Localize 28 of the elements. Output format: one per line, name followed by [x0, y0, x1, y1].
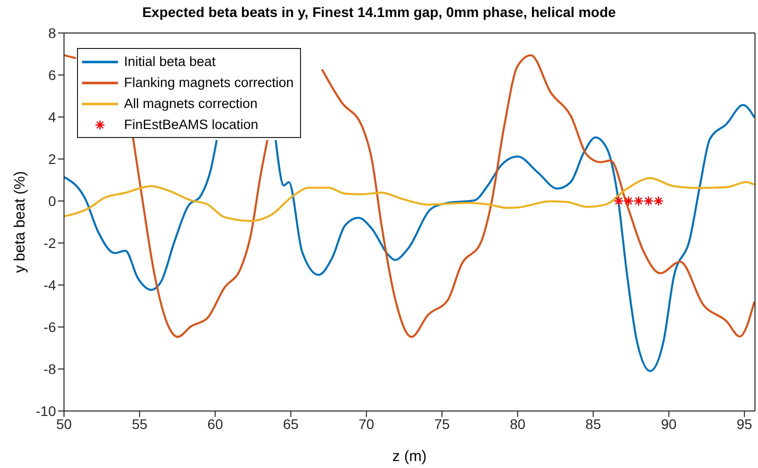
y-tick-label: -4 [44, 276, 56, 293]
y-tick-label: 0 [48, 192, 56, 209]
y-tick-label: 2 [48, 150, 56, 167]
x-tick-label: 85 [585, 416, 602, 432]
y-tick-label: -6 [44, 318, 56, 335]
legend-label: Flanking magnets correction [124, 75, 294, 90]
y-tick-label: -8 [44, 360, 56, 377]
legend-label: All magnets correction [124, 96, 258, 111]
y-axis-title: y beta beat (%) [12, 171, 28, 273]
y-tick-label: -10 [36, 402, 56, 419]
x-axis-title: z (m) [391, 448, 428, 465]
y-tick-label: 6 [48, 66, 56, 83]
y-tick-label: 4 [48, 108, 56, 125]
legend-label: FinEstBeAMS location [124, 117, 258, 132]
x-tick-label: 65 [283, 416, 299, 432]
x-tick-label: 55 [132, 416, 148, 432]
x-tick-label: 95 [736, 416, 752, 432]
chart-title: Expected beta beats in y, Finest 14.1mm gap, 0mm phase, helical mode [141, 4, 617, 20]
line-series [64, 177, 755, 222]
x-tick-label: 90 [661, 416, 677, 432]
x-tick-label: 80 [510, 416, 526, 432]
x-tick-label: 75 [434, 416, 450, 432]
y-tick-label: 8 [48, 24, 56, 41]
x-tick-label: 70 [358, 416, 374, 432]
y-tick-label: -2 [44, 234, 56, 251]
legend-label: Initial beta beat [124, 54, 216, 69]
x-tick-label: 60 [207, 416, 224, 432]
x-tick-label: 50 [56, 416, 72, 432]
